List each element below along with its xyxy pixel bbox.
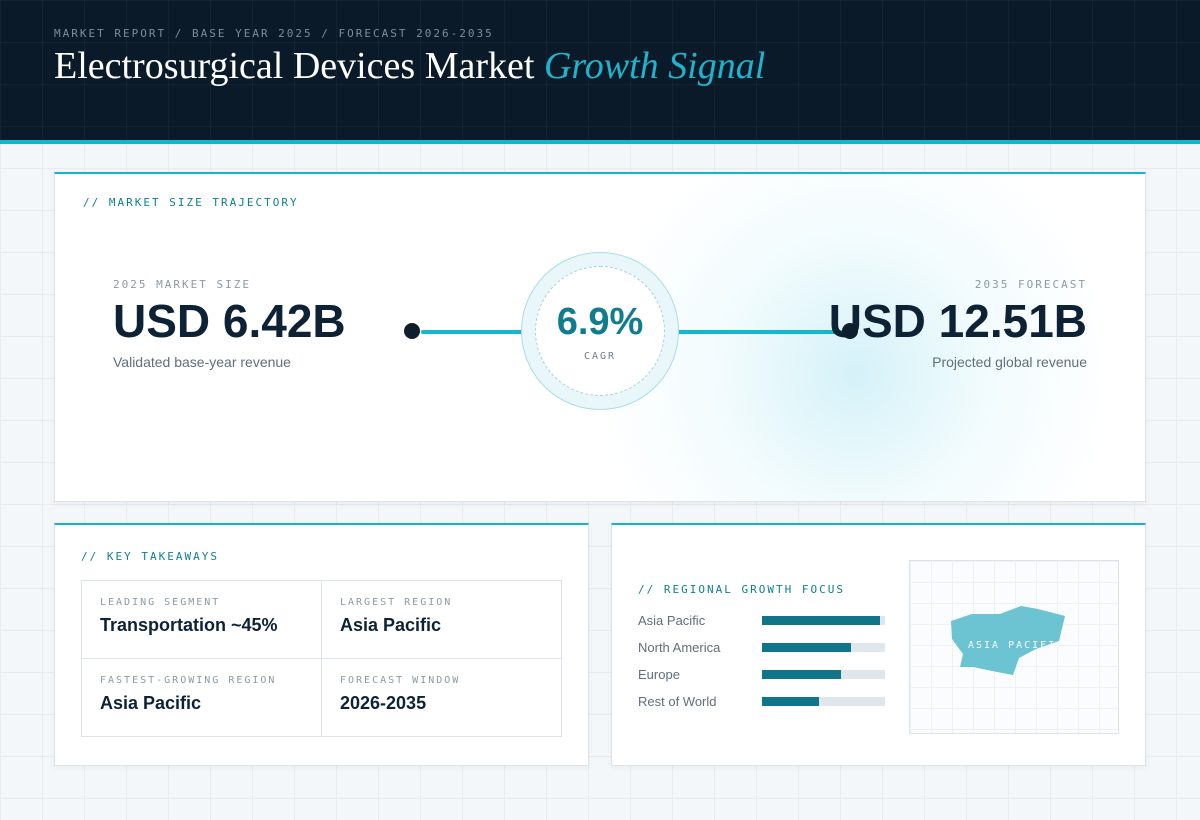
region-row: Rest of World bbox=[638, 692, 888, 712]
region-name: Europe bbox=[638, 667, 680, 682]
asia-pacific-map-shape bbox=[951, 606, 1065, 675]
trajectory-line-left bbox=[421, 330, 523, 334]
region-bar-fill bbox=[762, 697, 819, 706]
title-main: Electrosurgical Devices Market bbox=[54, 45, 535, 87]
cagr-label: CAGR bbox=[583, 351, 617, 362]
takeaway-largest-region: LARGEST REGION Asia Pacific bbox=[322, 581, 562, 659]
background-glow bbox=[595, 174, 1115, 501]
takeaway-fastest-growing-region: FASTEST-GROWING REGION Asia Pacific bbox=[82, 659, 322, 737]
page-title: Electrosurgical Devices Market Growth Si… bbox=[54, 44, 765, 88]
key-takeaways-card: // KEY TAKEAWAYS LEADING SEGMENT Transpo… bbox=[54, 523, 589, 766]
region-name: Rest of World bbox=[638, 694, 717, 709]
regional-growth-card: // REGIONAL GROWTH FOCUS Asia Pacific No… bbox=[611, 523, 1146, 766]
cagr-badge: 6.9% CAGR bbox=[521, 252, 679, 410]
market-size-trajectory-card: // MARKET SIZE TRAJECTORY 2025 MARKET SI… bbox=[54, 172, 1146, 502]
region-name: Asia Pacific bbox=[638, 613, 706, 628]
trajectory-card-label: // MARKET SIZE TRAJECTORY bbox=[83, 196, 299, 209]
forecast-dot bbox=[842, 323, 858, 339]
takeaways-card-label: // KEY TAKEAWAYS bbox=[81, 550, 219, 563]
takeaway-value: Asia Pacific bbox=[340, 615, 442, 635]
region-name: North America bbox=[638, 640, 721, 655]
takeaway-forecast-window: FORECAST WINDOW 2026-2035 bbox=[322, 659, 562, 737]
region-row: Europe bbox=[638, 665, 888, 685]
region-bar-fill bbox=[762, 670, 841, 679]
base-year-dot bbox=[404, 323, 420, 339]
region-map: ASIA PACIFIC bbox=[909, 560, 1119, 734]
takeaway-value: Asia Pacific bbox=[100, 693, 202, 713]
cagr-inner-circle: 6.9% CAGR bbox=[535, 266, 665, 396]
takeaway-value: 2026-2035 bbox=[340, 693, 427, 713]
region-row: North America bbox=[638, 638, 888, 658]
base-year-label: 2025 MARKET SIZE bbox=[113, 278, 251, 291]
takeaway-leading-segment: LEADING SEGMENT Transportation ~45% bbox=[82, 581, 322, 659]
region-bar-fill bbox=[762, 643, 851, 652]
takeaway-label: FORECAST WINDOW bbox=[340, 675, 461, 686]
map-region-label: ASIA PACIFIC bbox=[968, 640, 1065, 651]
takeaway-label: LEADING SEGMENT bbox=[100, 597, 221, 608]
region-bar-track bbox=[762, 670, 885, 679]
forecast-subtitle: Projected global revenue bbox=[932, 354, 1087, 370]
cagr-value: 6.9% bbox=[556, 301, 644, 343]
title-accent: Growth Signal bbox=[543, 45, 766, 87]
forecast-value: USD 12.51B bbox=[828, 295, 1087, 347]
report-kicker: MARKET REPORT / BASE YEAR 2025 / FORECAS… bbox=[54, 27, 494, 40]
base-year-subtitle: Validated base-year revenue bbox=[113, 354, 291, 370]
forecast-label: 2035 FORECAST bbox=[974, 278, 1087, 291]
takeaway-value: Transportation ~45% bbox=[100, 615, 278, 635]
takeaway-label: FASTEST-GROWING REGION bbox=[100, 675, 277, 686]
takeaway-label: LARGEST REGION bbox=[340, 597, 453, 608]
region-bar-track bbox=[762, 697, 885, 706]
takeaways-grid: LEADING SEGMENT Transportation ~45% LARG… bbox=[81, 580, 562, 737]
trajectory-line-right bbox=[677, 330, 849, 334]
report-header: MARKET REPORT / BASE YEAR 2025 / FORECAS… bbox=[0, 0, 1200, 144]
region-bar-track bbox=[762, 643, 885, 652]
base-year-value: USD 6.42B bbox=[113, 295, 346, 347]
region-bar-fill bbox=[762, 616, 881, 625]
region-row: Asia Pacific bbox=[638, 611, 888, 631]
region-bar-track bbox=[762, 616, 885, 625]
regional-card-label: // REGIONAL GROWTH FOCUS bbox=[638, 583, 845, 596]
